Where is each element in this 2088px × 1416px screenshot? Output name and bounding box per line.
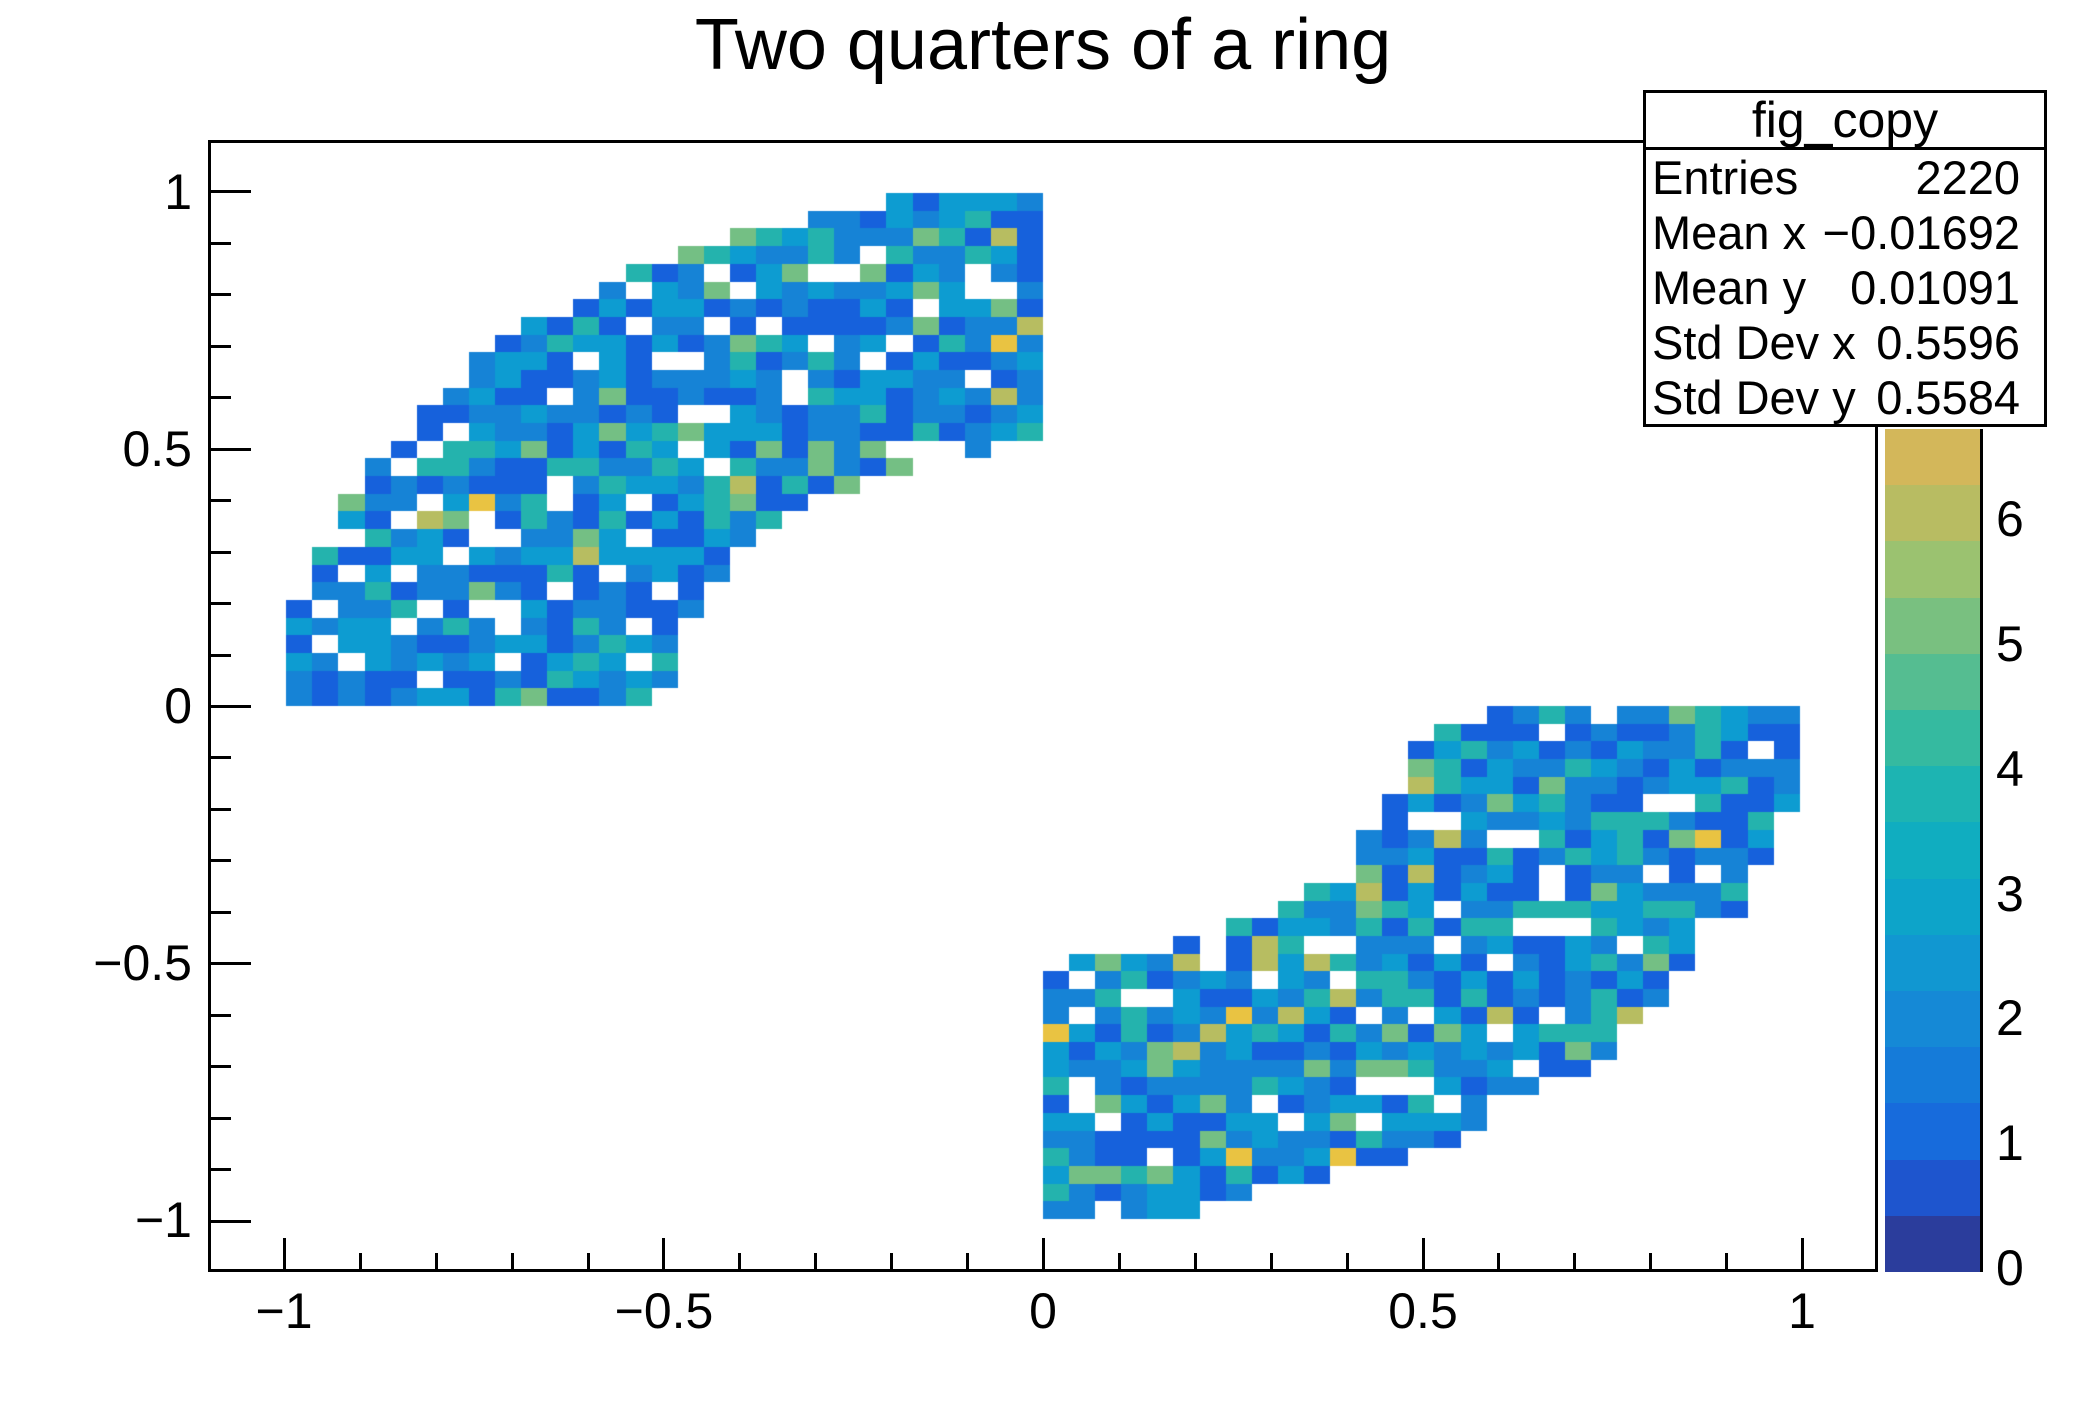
z-tick-label: 6 — [1996, 491, 2024, 547]
stats-value: 0.01091 — [1850, 261, 2020, 314]
axis-tick — [1194, 1253, 1197, 1269]
stats-label: Std Dev y — [1652, 371, 1856, 424]
stats-row: Std Dev y 0.5584 — [1646, 370, 2044, 425]
stats-value: −0.01692 — [1822, 206, 2020, 259]
stats-label: Std Dev x — [1652, 316, 1856, 369]
axis-tick — [211, 654, 231, 657]
z-tick-label: 0 — [1996, 1240, 2024, 1296]
axis-tick — [1649, 1253, 1652, 1269]
stats-row: Entries 2220 — [1646, 150, 2044, 205]
axis-tick — [211, 859, 231, 862]
axis-tick — [1118, 1253, 1121, 1269]
stats-value: 2220 — [1915, 151, 2020, 204]
axis-tick — [211, 190, 251, 193]
z-tick-label: 3 — [1996, 866, 2024, 922]
palette-band — [1885, 709, 1983, 767]
x-tick-label: −1 — [255, 1283, 313, 1339]
palette-band — [1885, 428, 1983, 486]
palette-band — [1885, 934, 1983, 991]
stats-label: Entries — [1652, 151, 1799, 204]
palette-band — [1885, 597, 1983, 654]
stats-label: Mean x — [1652, 206, 1807, 259]
x-tick-label: 1 — [1788, 1283, 1816, 1339]
axis-tick — [211, 962, 251, 965]
axis-tick — [587, 1253, 590, 1269]
chart-title: Two quarters of a ring — [694, 5, 1392, 85]
axis-tick — [211, 551, 231, 554]
axis-tick — [359, 1253, 362, 1269]
axis-tick — [211, 499, 231, 502]
stats-box: fig_copy Entries 2220 Mean x −0.01692 Me… — [1643, 90, 2047, 427]
y-tick-label: 0 — [164, 678, 192, 734]
plot-frame — [208, 140, 1878, 1272]
axis-tick — [662, 1238, 665, 1269]
z-tick-label: 5 — [1996, 616, 2024, 672]
z-tick-label: 1 — [1996, 1115, 2024, 1171]
axis-tick — [211, 705, 251, 708]
axis-tick — [1573, 1253, 1576, 1269]
palette-band — [1885, 1159, 1983, 1216]
palette-band — [1885, 878, 1983, 935]
axis-tick — [211, 911, 231, 914]
axis-tick — [1497, 1253, 1500, 1269]
axis-tick — [211, 1220, 251, 1223]
stats-label: Mean y — [1652, 261, 1807, 314]
stats-value: 0.5584 — [1876, 371, 2020, 424]
palette-band — [1885, 990, 1983, 1048]
y-tick-label: 1 — [164, 164, 192, 220]
axis-tick — [211, 1168, 231, 1171]
x-tick-label: −0.5 — [614, 1283, 714, 1339]
palette-band — [1885, 485, 1983, 542]
x-tick-label: 0 — [1029, 1283, 1057, 1339]
axis-tick — [966, 1253, 969, 1269]
axis-tick — [1725, 1253, 1728, 1269]
palette-band — [1885, 1103, 1983, 1160]
axis-tick — [211, 293, 231, 296]
axis-tick — [1270, 1253, 1273, 1269]
palette-band — [1885, 541, 1983, 598]
axis-tick — [211, 808, 231, 811]
axis-tick — [738, 1253, 741, 1269]
y-tick-label: 0.5 — [122, 421, 192, 477]
axis-tick — [211, 448, 251, 451]
axis-tick — [211, 396, 231, 399]
stats-value: 0.5596 — [1876, 316, 2020, 369]
axis-tick — [435, 1253, 438, 1269]
stats-row: Mean y 0.01091 — [1646, 260, 2044, 315]
axis-tick — [1801, 1238, 1804, 1269]
stats-row: Mean x −0.01692 — [1646, 205, 2044, 260]
stats-box-title: fig_copy — [1646, 93, 2044, 150]
z-tick-label: 2 — [1996, 990, 2024, 1046]
axis-tick — [211, 1117, 231, 1120]
palette-band — [1885, 653, 1983, 710]
stats-row: Std Dev x 0.5596 — [1646, 315, 2044, 370]
palette-band — [1885, 822, 1983, 879]
axis-tick — [1042, 1238, 1045, 1269]
axis-tick — [814, 1253, 817, 1269]
palette-band — [1885, 1047, 1983, 1104]
palette-axis-line — [1980, 429, 1983, 1272]
axis-tick — [511, 1253, 514, 1269]
axis-tick — [283, 1238, 286, 1269]
color-palette-bar — [1885, 428, 1983, 1272]
y-tick-label: −1 — [134, 1192, 192, 1248]
z-tick-label: 4 — [1996, 741, 2024, 797]
axis-tick — [211, 1065, 231, 1068]
axis-tick — [890, 1253, 893, 1269]
axis-tick — [211, 602, 231, 605]
axis-tick — [211, 1014, 231, 1017]
axis-tick — [211, 242, 231, 245]
palette-band — [1885, 1215, 1983, 1272]
axis-tick — [1422, 1238, 1425, 1269]
x-tick-label: 0.5 — [1388, 1283, 1458, 1339]
axis-tick — [1346, 1253, 1349, 1269]
y-tick-label: −0.5 — [93, 935, 192, 991]
palette-band — [1885, 766, 1983, 823]
axis-tick — [211, 345, 231, 348]
axis-tick — [211, 756, 231, 759]
